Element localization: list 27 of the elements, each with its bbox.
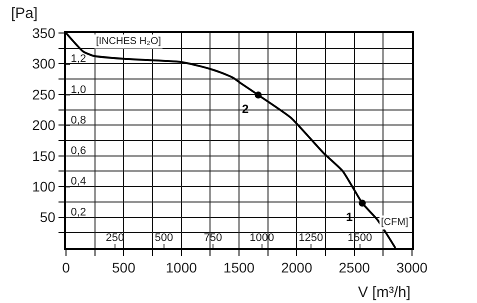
x-tick-label: 500 — [112, 260, 136, 276]
y-tick-label: 300 — [32, 56, 56, 72]
y2-axis-title: [INCHES H₂O] — [96, 36, 162, 47]
x-tick-label: 1500 — [223, 260, 255, 276]
y-tick-label: 150 — [32, 148, 56, 164]
y-tick-label: 50 — [40, 209, 56, 226]
y2-tick-label: 0,6 — [70, 145, 86, 158]
y2-tick-label: 1,2 — [70, 53, 86, 66]
y-tick-label: 100 — [32, 178, 56, 194]
x2-tick-label: 500 — [154, 232, 174, 244]
x-tick-label: 3000 — [396, 260, 428, 276]
x-tick-label: 1000 — [166, 260, 198, 276]
y-tick-label: 350 — [32, 24, 56, 41]
y-tick-label: 250 — [32, 86, 56, 102]
x2-tick-label: 250 — [106, 232, 124, 244]
x-tick-label: 2500 — [338, 260, 370, 276]
y-axis-title: [Pa] — [11, 5, 38, 22]
y2-tick-label: 1,0 — [70, 84, 86, 96]
x-axis-title: V [m³/h] — [358, 284, 411, 301]
x-tick-label: 0 — [62, 260, 70, 276]
x-tick-label: 2000 — [281, 260, 312, 276]
y2-tick-label: 0,2 — [70, 206, 86, 218]
y-tick-label: 200 — [32, 117, 56, 134]
x2-axis-title: [CFM] — [381, 217, 408, 228]
y2-tick-label: 0,8 — [70, 114, 86, 126]
y2-tick-label: 0,4 — [70, 176, 86, 188]
x2-tick-label: 1250 — [298, 232, 324, 244]
